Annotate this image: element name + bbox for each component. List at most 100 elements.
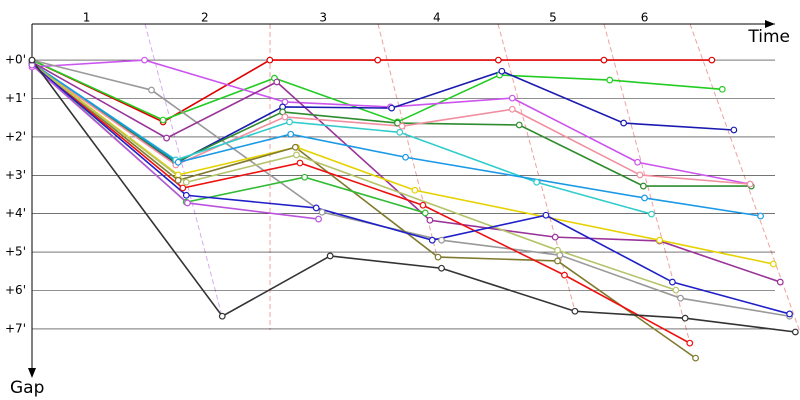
data-point [692, 354, 699, 362]
data-point [641, 194, 648, 202]
series-line [31, 61, 781, 283]
data-point [677, 294, 684, 302]
series-line [31, 63, 677, 291]
x-tick-label: 3 [319, 11, 327, 25]
data-point [620, 119, 628, 127]
series-line [31, 59, 723, 123]
data-point [394, 119, 401, 127]
data-point [434, 253, 442, 261]
data-point [388, 104, 396, 112]
series-line [31, 63, 691, 344]
data-point [396, 128, 404, 136]
data-point [163, 134, 170, 142]
data-point [561, 271, 568, 279]
x-tick-label: 5 [549, 11, 557, 25]
data-point [746, 180, 754, 188]
data-point [554, 257, 561, 265]
data-point [419, 201, 427, 209]
data-point [179, 184, 187, 192]
y-tick-label: +4' [5, 206, 26, 220]
data-point [438, 264, 445, 272]
data-point [718, 85, 726, 93]
y-axis-arrow [28, 368, 36, 378]
data-point [411, 186, 419, 194]
y-tick-label: +7' [5, 321, 26, 335]
data-point [515, 121, 523, 129]
y-axis-title: Gap [10, 378, 44, 398]
data-point [551, 233, 559, 241]
x-tick-label: 2 [201, 11, 209, 25]
y-tick-label: +2' [5, 129, 26, 143]
stage-dividers [144, 23, 800, 344]
data-point [402, 153, 409, 161]
data-point [426, 216, 434, 224]
data-point [374, 56, 382, 64]
series-line [31, 62, 774, 265]
data-point [184, 199, 191, 207]
y-tick-label: +6' [5, 283, 26, 297]
data-point [174, 171, 182, 179]
data-point [438, 236, 445, 244]
x-tick-label: 4 [433, 11, 441, 25]
data-point [730, 126, 738, 134]
data-point [326, 252, 334, 260]
data-point [708, 56, 716, 64]
data-point [636, 171, 644, 179]
data-point [428, 236, 436, 244]
data-point [148, 86, 155, 94]
data-point [554, 246, 561, 254]
y-tick-label: +0' [5, 53, 26, 67]
data-point [533, 178, 541, 186]
data-point [174, 176, 182, 184]
data-point [494, 56, 502, 64]
series-line [31, 62, 761, 217]
data-point [542, 211, 550, 219]
data-point [312, 204, 320, 212]
data-point [681, 314, 689, 322]
y-tick-label: +1' [5, 91, 26, 105]
y-tick-label: +3' [5, 168, 26, 182]
x-tick-label: 6 [641, 11, 649, 25]
data-point [686, 339, 694, 347]
data-point [606, 76, 614, 84]
data-point [571, 307, 579, 315]
data-point [291, 143, 299, 151]
data-point [281, 113, 289, 121]
data-point [398, 122, 406, 130]
data-point [159, 116, 167, 124]
series-line [31, 62, 697, 359]
x-axis-title: Time [747, 27, 790, 47]
x-tick-label: 1 [83, 11, 91, 25]
data-point [141, 56, 148, 64]
data-point [182, 178, 190, 186]
y-tick-label: +5' [5, 245, 26, 259]
data-point [293, 151, 300, 159]
stage-divider [497, 23, 576, 312]
data-point [634, 158, 641, 166]
data-point [182, 191, 190, 199]
data-point [296, 159, 304, 167]
data-point [600, 56, 608, 64]
series-line [31, 64, 319, 220]
data-point [776, 278, 784, 286]
data-point [769, 260, 777, 268]
data-point [648, 210, 655, 218]
data-point [174, 158, 182, 166]
data-point [273, 78, 281, 86]
data-point [498, 67, 506, 75]
data-point [218, 312, 226, 320]
data-point [786, 310, 793, 318]
data-point [286, 118, 293, 126]
data-point [656, 236, 664, 244]
data-point [301, 173, 309, 181]
stage-divider [144, 23, 223, 317]
data-point [266, 56, 274, 64]
data-point [757, 212, 764, 220]
data-point [287, 130, 295, 138]
data-point [28, 56, 36, 64]
data-point [318, 208, 326, 216]
stage-divider [603, 23, 691, 344]
data-point [315, 215, 322, 223]
